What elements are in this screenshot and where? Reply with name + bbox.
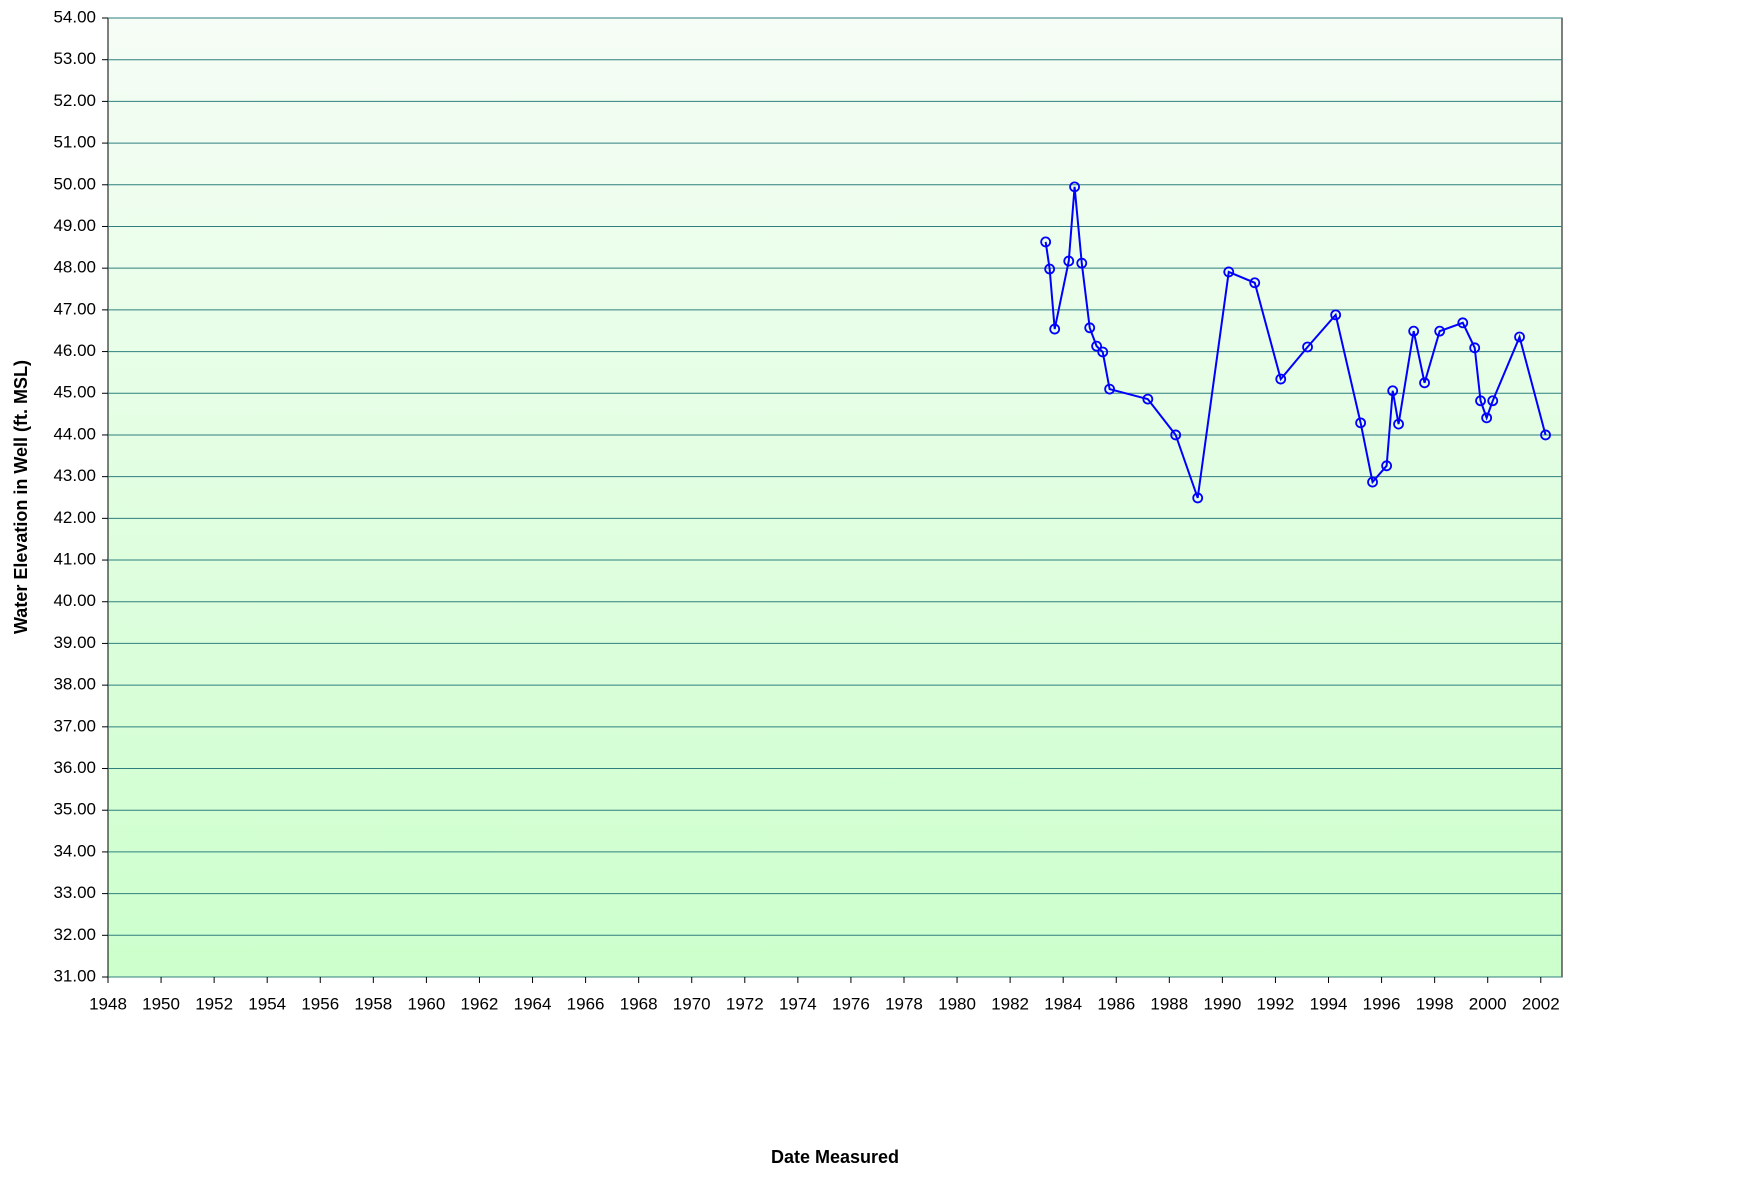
y-tick-label: 41.00 [53, 550, 96, 569]
x-tick-label: 1968 [620, 994, 658, 1013]
x-tick-label: 1982 [991, 994, 1029, 1013]
data-point [1469, 342, 1481, 354]
x-tick-label: 1952 [195, 994, 233, 1013]
x-tick-label: 1990 [1203, 994, 1241, 1013]
y-tick-label: 46.00 [53, 341, 96, 360]
data-point [1419, 377, 1430, 389]
y-tick-label: 48.00 [53, 258, 96, 277]
y-tick-label: 47.00 [53, 299, 96, 318]
data-point [1249, 277, 1261, 289]
data-point [1514, 331, 1525, 343]
x-tick-label: 1958 [354, 994, 392, 1013]
data-point [1475, 395, 1486, 407]
x-tick-label: 1980 [938, 994, 976, 1013]
x-tick-label: 1962 [461, 994, 499, 1013]
data-line [1044, 186, 1547, 499]
data-point [1434, 325, 1446, 337]
data-point [1091, 340, 1103, 352]
plot-area [107, 17, 1563, 978]
data-point [1076, 257, 1088, 269]
y-tick-label: 42.00 [53, 508, 96, 527]
x-tick-label: 1978 [885, 994, 923, 1013]
x-tick-label: 1996 [1363, 994, 1401, 1013]
y-tick-label: 35.00 [53, 800, 96, 819]
y-tick-label: 54.00 [53, 7, 96, 26]
y-tick-label: 33.00 [53, 883, 96, 902]
data-point [1040, 236, 1052, 248]
data-point [1330, 309, 1342, 321]
data-point [1049, 323, 1061, 335]
x-tick-label: 2002 [1522, 994, 1560, 1013]
x-tick-label: 1970 [673, 994, 711, 1013]
x-tick-label: 1960 [407, 994, 445, 1013]
x-tick-label: 1992 [1257, 994, 1295, 1013]
y-tick-label: 44.00 [53, 424, 96, 443]
x-tick-label: 1966 [567, 994, 605, 1013]
y-tick-label: 49.00 [53, 216, 96, 235]
data-point [1275, 373, 1287, 385]
x-tick-label: 1974 [779, 994, 817, 1013]
data-point [1223, 266, 1235, 278]
x-tick-label: 1950 [142, 994, 180, 1013]
y-tick-label: 40.00 [53, 591, 96, 610]
data-point [1408, 325, 1420, 337]
x-tick-label: 1976 [832, 994, 870, 1013]
y-tick-label: 38.00 [53, 675, 96, 694]
y-tick-label: 39.00 [53, 633, 96, 652]
data-point [1355, 417, 1367, 429]
x-tick-label: 1964 [514, 994, 552, 1013]
data-point [1393, 418, 1404, 430]
y-tick-label: 51.00 [53, 133, 96, 152]
x-tick-label: 1948 [89, 994, 127, 1013]
x-tick-label: 1998 [1416, 994, 1454, 1013]
y-tick-label: 36.00 [53, 758, 96, 777]
data-point [1487, 395, 1499, 407]
y-axis-title: Water Elevation in Well (ft. MSL) [11, 360, 31, 634]
y-tick-label: 53.00 [53, 49, 96, 68]
data-point [1457, 317, 1469, 329]
data-point [1097, 346, 1109, 358]
y-tick-label: 31.00 [53, 966, 96, 985]
y-tick-label: 32.00 [53, 925, 96, 944]
x-tick-label: 1984 [1044, 994, 1082, 1013]
y-tick-label: 45.00 [53, 383, 96, 402]
data-point [1069, 181, 1080, 193]
data-point [1063, 255, 1075, 267]
y-tick-label: 50.00 [53, 174, 96, 193]
y-tick-label: 43.00 [53, 466, 96, 485]
x-tick-label: 1986 [1097, 994, 1135, 1013]
data-point [1084, 322, 1096, 334]
x-tick-label: 1954 [248, 994, 286, 1013]
data-point [1302, 341, 1313, 353]
data-point [1192, 492, 1204, 504]
data-point [1540, 429, 1551, 441]
data-point [1481, 412, 1493, 424]
x-axis-title: Date Measured [771, 1147, 899, 1167]
data-point [1044, 263, 1056, 275]
y-tick-label: 37.00 [53, 716, 96, 735]
x-tick-label: 2000 [1469, 994, 1507, 1013]
y-tick-label: 52.00 [53, 91, 96, 110]
data-point [1142, 393, 1154, 405]
data-point [1367, 476, 1378, 488]
x-tick-label: 1972 [726, 994, 764, 1013]
y-tick-label: 34.00 [53, 841, 96, 860]
data-point [1381, 460, 1393, 472]
x-tick-label: 1956 [301, 994, 339, 1013]
data-point [1104, 383, 1116, 395]
data-point [1387, 385, 1399, 397]
data-point [1170, 429, 1182, 441]
x-tick-label: 1994 [1310, 994, 1348, 1013]
x-tick-label: 1988 [1150, 994, 1188, 1013]
